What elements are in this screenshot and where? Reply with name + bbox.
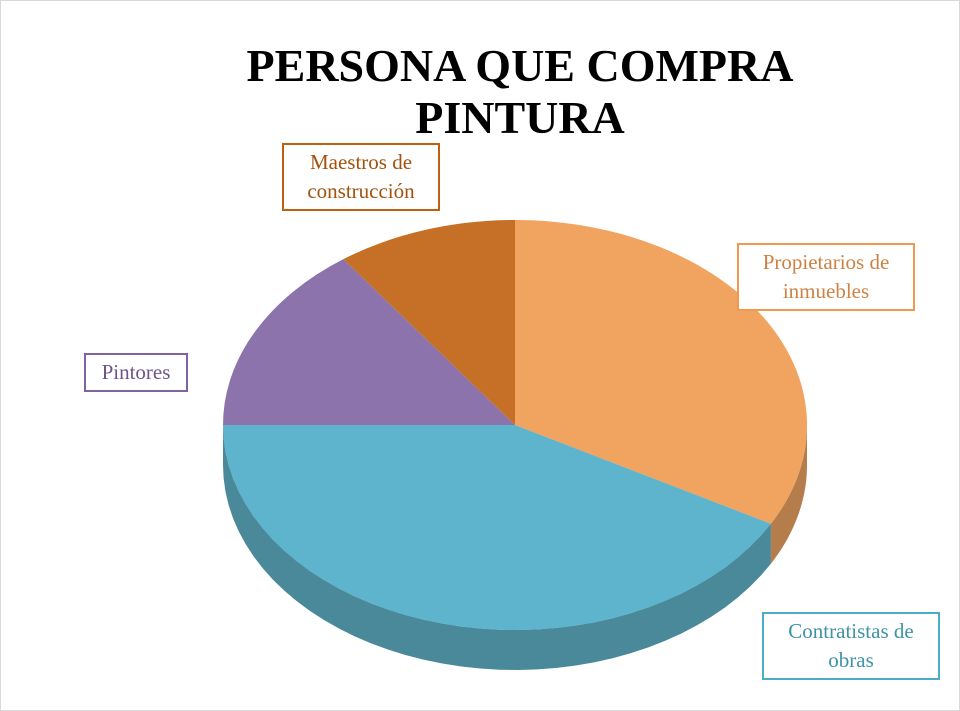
slice-label: Pintores: [84, 353, 188, 392]
slice-label: Maestros de construcción: [282, 143, 440, 211]
pie-slice: [222, 425, 771, 630]
pie-slice-side: [223, 425, 771, 670]
pie-slice: [515, 220, 808, 524]
slice-label: Propietarios de inmuebles: [737, 243, 915, 311]
pie-slice-side: [770, 425, 807, 564]
chart-title: PERSONA QUE COMPRA PINTURA: [246, 40, 794, 143]
pie-slice: [223, 259, 515, 425]
pie-slice: [343, 220, 515, 425]
slice-label: Contratistas de obras: [762, 612, 940, 680]
